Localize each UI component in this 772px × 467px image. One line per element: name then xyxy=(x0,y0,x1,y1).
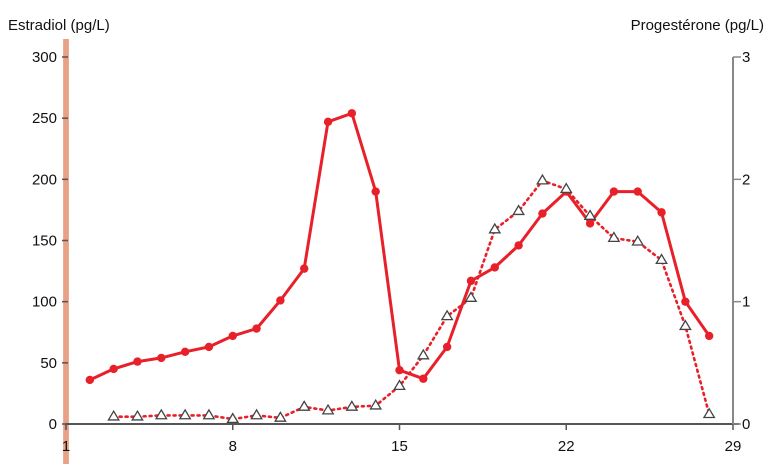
estradiol-point-12 xyxy=(323,117,333,127)
progesterone-point-21 xyxy=(536,173,549,185)
estradiol-point-19 xyxy=(490,263,499,272)
y-left-tick-label-200: 200 xyxy=(32,171,57,188)
estradiol-point-21 xyxy=(538,209,547,218)
x-tick-label-1: 1 xyxy=(62,438,70,455)
progesterone-point-27 xyxy=(678,319,692,331)
y-left-tick-label-300: 300 xyxy=(32,49,57,66)
y-right-tick-label-0: 0 xyxy=(742,416,750,433)
progesterone-point-12 xyxy=(321,403,335,415)
progesterone-point-14 xyxy=(369,398,383,410)
y-left-tick-label-0: 0 xyxy=(49,416,57,433)
progesterone-point-4 xyxy=(131,409,144,421)
estradiol-point-17 xyxy=(442,342,452,352)
estradiol-point-8 xyxy=(228,331,237,341)
estradiol-point-25 xyxy=(633,187,642,196)
progesterone-point-25 xyxy=(631,234,645,246)
progesterone-point-5 xyxy=(154,408,168,420)
menses-band-0 xyxy=(63,39,69,464)
estradiol-point-4 xyxy=(133,357,142,366)
y-left-tick-label-150: 150 xyxy=(32,233,57,250)
progesterone-point-10 xyxy=(274,411,287,422)
progesterone-point-13 xyxy=(345,400,359,411)
progesterone-point-24 xyxy=(607,231,621,243)
y-axis-left-title: Estradiol (pg/L) xyxy=(8,17,110,34)
progesterone-point-6 xyxy=(178,408,192,420)
estradiol-point-18 xyxy=(466,276,476,286)
estradiol-point-10 xyxy=(276,296,285,305)
y-left-tick-label-50: 50 xyxy=(40,355,57,372)
x-tick-label-29: 29 xyxy=(725,438,742,455)
estradiol-point-23 xyxy=(585,219,595,228)
estradiol-point-14 xyxy=(371,187,380,196)
progesterone-point-22 xyxy=(559,182,573,194)
progesterone-point-15 xyxy=(393,379,406,391)
progesterone-point-19 xyxy=(488,222,502,234)
series-estradiol-line xyxy=(89,111,711,382)
progesterone-point-9 xyxy=(250,408,263,420)
progesterone-point-26 xyxy=(655,253,668,265)
progesterone-point-16 xyxy=(416,348,430,360)
band-layer xyxy=(63,39,69,464)
progesterone-point-23 xyxy=(583,209,597,220)
x-tick-label-15: 15 xyxy=(391,438,408,455)
progesterone-point-28 xyxy=(702,407,716,419)
x-tick-label-22: 22 xyxy=(558,438,575,455)
estradiol-point-6 xyxy=(180,347,190,357)
series-progesterone-line xyxy=(112,179,711,421)
estradiol-point-2 xyxy=(85,375,95,385)
series-layer xyxy=(85,109,716,424)
y-left-tick-label-100: 100 xyxy=(32,294,57,311)
y-axis-right-title: Progestérone (pg/L) xyxy=(631,17,764,34)
estradiol-point-20 xyxy=(514,241,523,250)
progesterone-point-3 xyxy=(107,409,121,421)
estradiol-point-9 xyxy=(252,324,261,333)
y-right-tick-label-3: 3 xyxy=(742,49,750,66)
estradiol-point-16 xyxy=(419,374,428,383)
estradiol-point-27 xyxy=(681,297,690,306)
estradiol-point-24 xyxy=(609,187,619,196)
y-right-tick-label-1: 1 xyxy=(742,294,750,311)
estradiol-point-26 xyxy=(657,208,666,217)
estradiol-point-11 xyxy=(300,264,309,273)
y-left-tick-label-250: 250 xyxy=(32,110,57,127)
estradiol-point-13 xyxy=(347,109,357,118)
estradiol-point-5 xyxy=(157,353,166,363)
progesterone-point-17 xyxy=(440,309,454,321)
y-right-tick-label-2: 2 xyxy=(742,171,750,188)
estradiol-point-7 xyxy=(204,342,214,352)
estradiol-point-28 xyxy=(704,331,714,341)
progesterone-point-18 xyxy=(464,291,478,302)
progesterone-point-20 xyxy=(512,204,525,216)
x-tick-label-8: 8 xyxy=(229,438,237,455)
progesterone-point-7 xyxy=(202,408,216,420)
estradiol-point-3 xyxy=(109,364,118,374)
estradiol-point-15 xyxy=(395,365,404,375)
progesterone-point-8 xyxy=(226,412,240,424)
progesterone-point-11 xyxy=(297,400,311,411)
